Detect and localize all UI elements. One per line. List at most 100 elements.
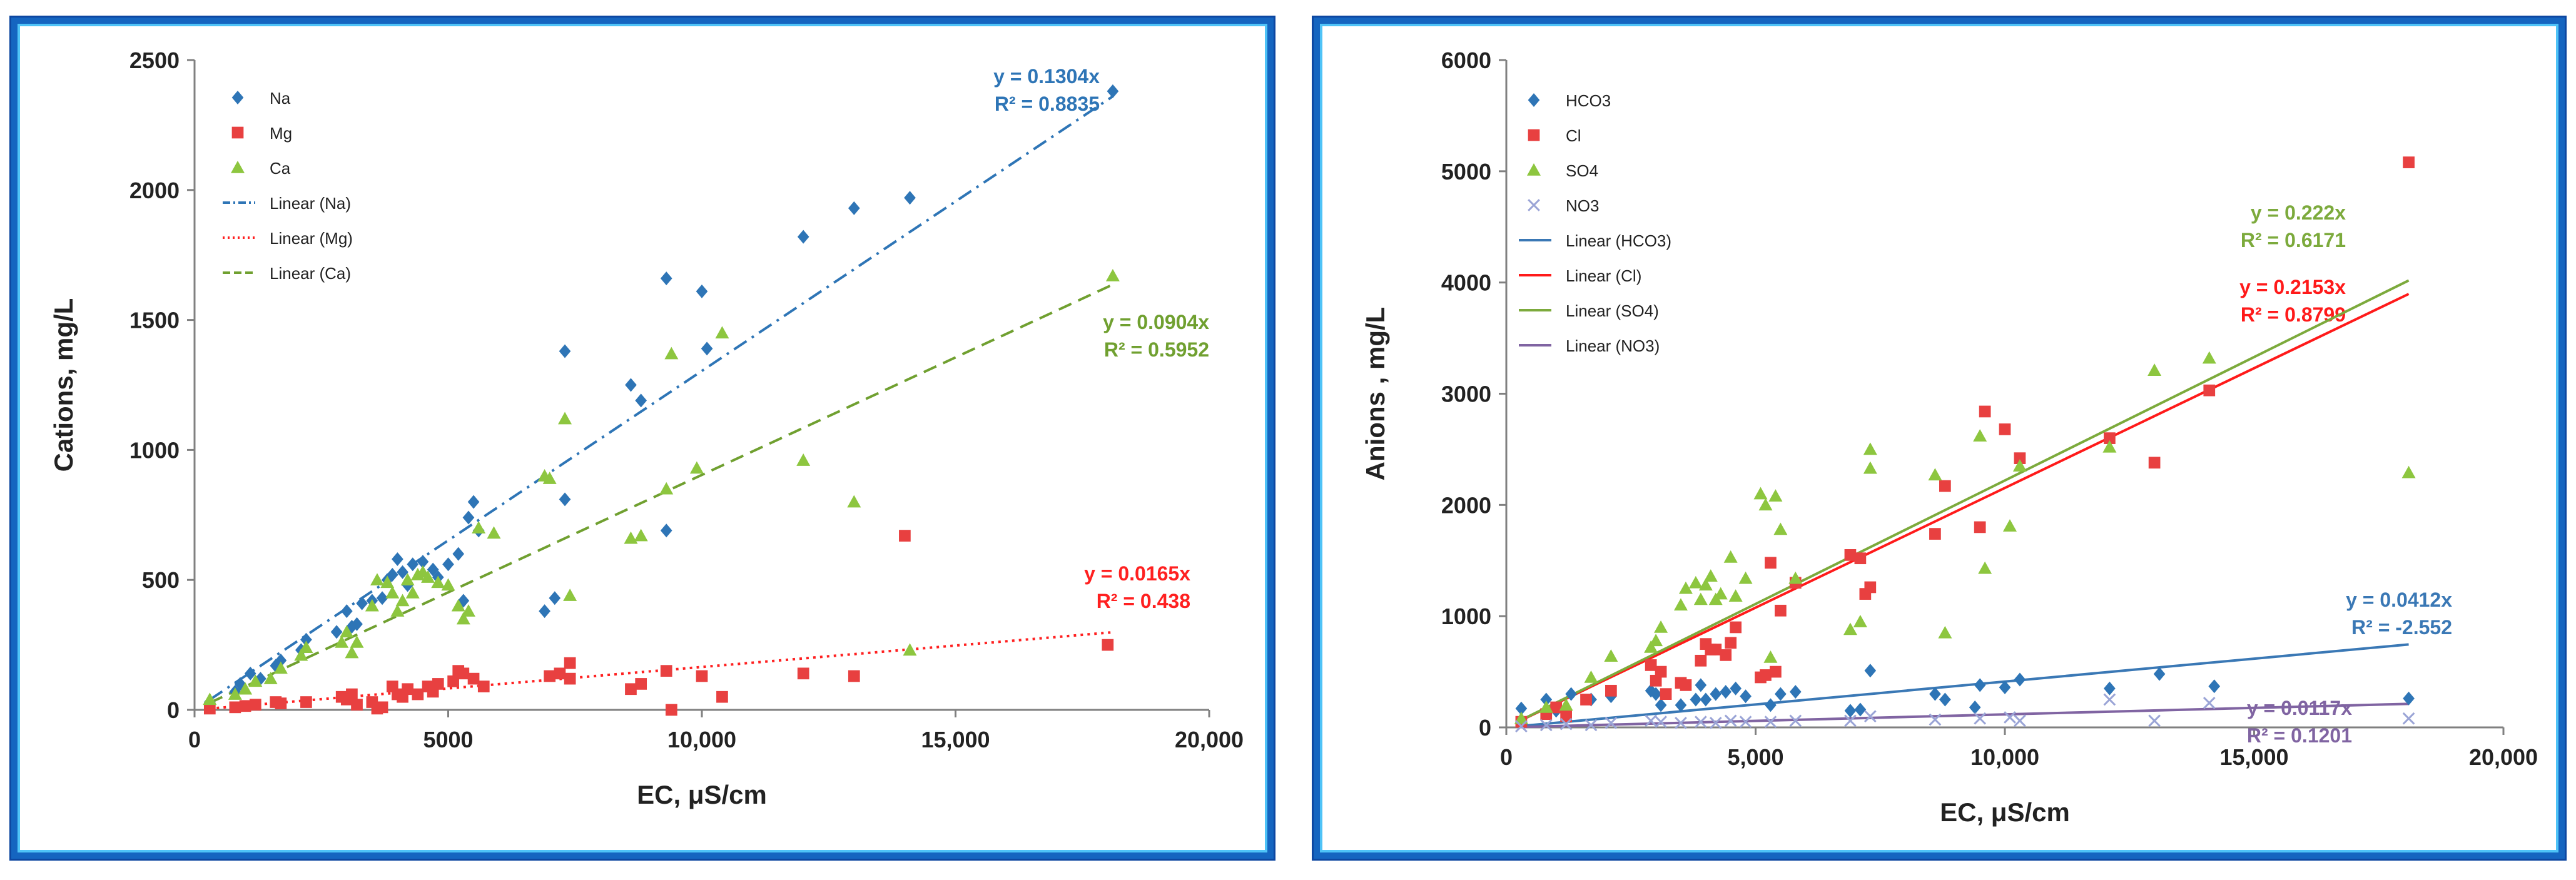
data-point-hco3	[2014, 672, 2026, 687]
trendline-equation: y = 0.0412x	[2346, 589, 2452, 611]
data-point-cl	[1760, 669, 1772, 681]
data-point-no3	[1585, 719, 1598, 732]
data-point-na	[848, 201, 860, 215]
data-point-mg	[696, 670, 708, 682]
data-point-ca	[345, 645, 359, 659]
legend-marker-ca	[231, 161, 245, 173]
data-point-hco3	[1655, 698, 1667, 712]
data-point-cl	[1979, 405, 1991, 418]
anions-chart-panel: 0 1000 2000 3000 4000 5000 6000 0 5,000 10,000 15,…	[1314, 18, 2565, 859]
data-point-hco3	[1864, 664, 1877, 678]
data-point-na	[407, 557, 419, 572]
data-point-ca	[796, 453, 811, 466]
y-tick-label: 0	[1479, 715, 1491, 741]
trendline-linear-so4	[1521, 279, 2410, 721]
trendline-r2: R² = 0.6171	[2241, 229, 2346, 251]
data-point-so4	[1693, 592, 1708, 605]
data-point-so4	[1673, 598, 1688, 611]
legend-label: Na	[270, 89, 291, 108]
data-point-so4	[1728, 589, 1743, 602]
data-point-no3	[2148, 714, 2161, 727]
data-point-cl	[1775, 604, 1787, 617]
data-point-no3	[2402, 712, 2415, 725]
trendline-equation: y = 0.0165x	[1084, 562, 1190, 585]
trendline-equation: y = 0.222x	[2251, 201, 2346, 224]
data-point-mg	[477, 680, 490, 692]
data-point-so4	[1688, 575, 1703, 589]
data-point-so4	[1773, 522, 1788, 535]
data-point-ca	[385, 585, 400, 599]
trendline-equation: y = 0.1304x	[993, 65, 1100, 88]
data-point-hco3	[1974, 678, 1986, 692]
data-point-mg	[564, 672, 576, 685]
trendline-r2: R² = 0.8799	[2241, 303, 2346, 326]
data-point-ca	[441, 578, 455, 591]
data-point-na	[467, 495, 480, 509]
y-tick-label: 1500	[129, 308, 180, 333]
data-point-cl	[2203, 384, 2216, 397]
x-tick-label: 20,000	[2469, 744, 2538, 770]
data-point-no3	[1764, 716, 1777, 728]
legend: Na Mg Ca Linear (Na) Linear (Mg) Linear (Ca)	[223, 89, 353, 283]
data-point-so4	[1678, 581, 1693, 594]
data-point-no3	[1694, 716, 1707, 728]
data-point-na	[234, 677, 246, 691]
data-point-na	[559, 344, 571, 358]
data-point-no3	[1974, 712, 1987, 725]
data-point-mg	[351, 699, 363, 711]
data-point-na	[356, 596, 368, 610]
trendline-equation: y = 0.0904x	[1103, 311, 1209, 333]
data-point-so4	[1863, 461, 1877, 474]
data-point-na	[462, 510, 475, 525]
x-tick-label: 15,000	[921, 727, 990, 752]
data-point-ca	[563, 589, 577, 601]
data-point-ca	[299, 640, 313, 654]
data-point-no3	[1789, 714, 1802, 727]
data-point-hco3	[1565, 687, 1577, 701]
data-point-ca	[431, 575, 445, 589]
data-point-cl	[1605, 684, 1617, 697]
data-point-mg	[848, 670, 860, 682]
data-point-so4	[1649, 634, 1663, 647]
data-point-ca	[228, 687, 242, 700]
legend-label: Linear (NO3)	[1566, 336, 1660, 355]
data-point-so4	[1559, 698, 1573, 711]
data-point-cl	[1560, 710, 1572, 722]
data-point-ca	[203, 692, 217, 706]
data-point-cl	[1725, 637, 1737, 649]
data-point-na	[300, 632, 312, 647]
data-point-ca	[461, 604, 475, 617]
data-point-ca	[350, 635, 364, 648]
trendline-linear-no3	[1521, 702, 2409, 729]
data-point-cl	[1770, 665, 1782, 678]
data-point-cl	[1645, 659, 1657, 671]
data-point-mg	[564, 657, 576, 669]
data-point-so4	[2148, 363, 2162, 376]
data-point-so4	[1723, 550, 1738, 563]
data-point-cl	[1660, 688, 1672, 700]
data-point-ca	[370, 573, 384, 585]
data-point-na	[635, 393, 647, 408]
data-point-hco3	[1789, 685, 1802, 699]
data-point-ca	[487, 526, 501, 539]
data-point-cl	[2104, 432, 2116, 444]
y-tick-label: 3000	[1441, 382, 1491, 407]
series-mg	[203, 530, 1114, 716]
trendline-equation: y = 0.2153x	[2239, 276, 2346, 298]
data-point-ca	[340, 625, 354, 638]
data-point-mg	[229, 701, 241, 714]
data-point-na	[904, 191, 916, 205]
data-point-so4	[2012, 459, 2027, 472]
data-point-so4	[1928, 468, 1942, 481]
trendline-r2: R² = 0.5952	[1104, 338, 1209, 361]
y-tick-label: 500	[142, 567, 180, 593]
legend-label: NO3	[1566, 196, 1599, 215]
data-point-no3	[1559, 717, 1573, 731]
data-point-so4	[1843, 622, 1857, 635]
data-point-so4	[1978, 561, 1992, 574]
data-point-mg	[432, 678, 444, 690]
series-ca	[203, 268, 1120, 706]
data-point-ca	[472, 521, 486, 534]
data-point-hco3	[1710, 687, 1722, 701]
data-point-so4	[1654, 620, 1668, 633]
